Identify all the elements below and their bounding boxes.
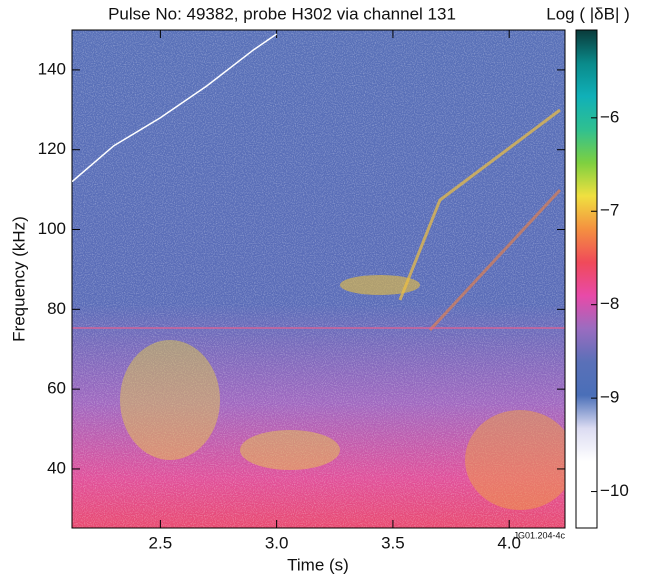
y-tick-label: 40 xyxy=(47,458,66,477)
colorbar xyxy=(576,30,597,528)
colorbar-tick-label: −10 xyxy=(600,481,629,500)
y-axis-label: Frequency (kHz) xyxy=(9,216,28,342)
x-tick-label: 4.0 xyxy=(497,533,521,552)
colorbar-label: Log ( |δB| ) xyxy=(546,4,630,23)
colorbar-tick-label: −6 xyxy=(600,107,619,126)
colorbar-tick-label: −8 xyxy=(600,294,619,313)
chart-title: Pulse No: 49382, probe H302 via channel … xyxy=(108,4,456,23)
x-tick-label: 3.0 xyxy=(265,533,289,552)
y-tick-label: 80 xyxy=(47,299,66,318)
plot-frame xyxy=(71,29,566,529)
x-tick-label: 2.5 xyxy=(149,533,173,552)
annotation: JG01.204-4c xyxy=(513,530,565,540)
y-tick-label: 140 xyxy=(38,59,66,78)
x-tick-label: 3.5 xyxy=(381,533,405,552)
colorbar-frame xyxy=(575,29,598,529)
y-tick-label: 60 xyxy=(47,379,66,398)
x-axis-label: Time (s) xyxy=(287,555,349,574)
y-tick-label: 100 xyxy=(38,219,66,238)
colorbar-tick-label: −7 xyxy=(600,201,619,220)
spectrogram-image xyxy=(72,30,565,528)
colorbar-tick-label: −9 xyxy=(600,388,619,407)
overlay-line xyxy=(72,33,278,183)
y-tick-label: 120 xyxy=(38,139,66,158)
